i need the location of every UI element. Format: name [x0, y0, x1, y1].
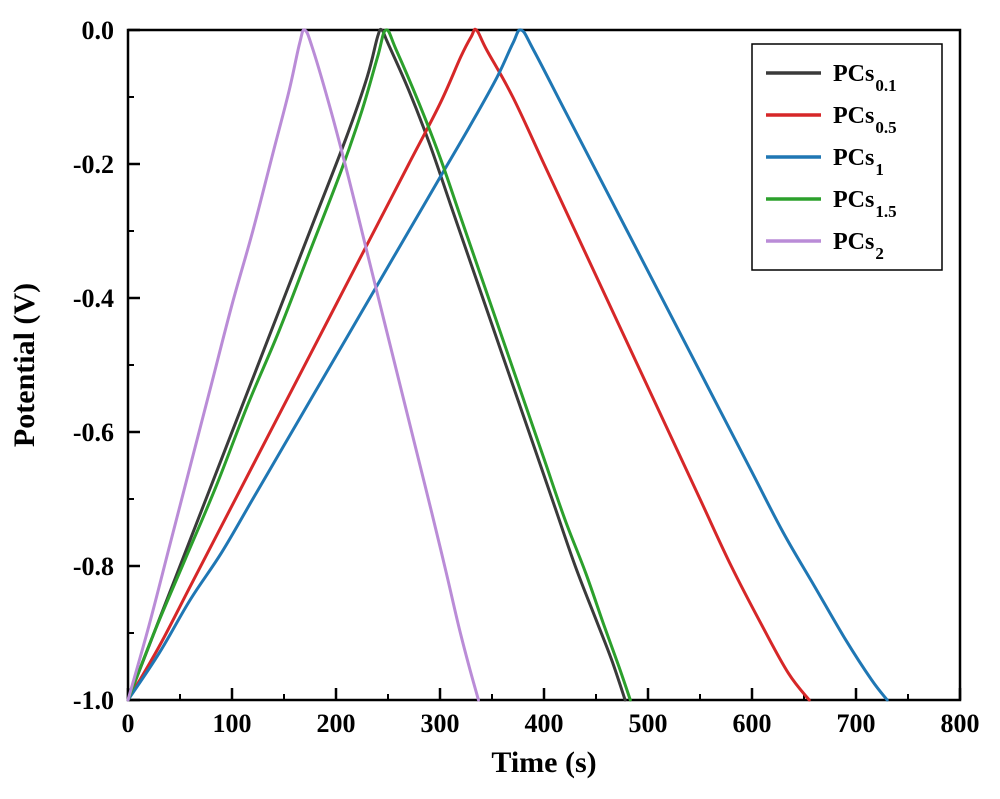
x-tick-label: 200 [317, 709, 356, 738]
x-axis-label: Time (s) [491, 746, 596, 779]
y-tick-label: -0.6 [73, 418, 114, 447]
x-tick-label: 800 [941, 709, 980, 738]
y-tick-label: 0.0 [82, 16, 115, 45]
x-tick-label: 100 [213, 709, 252, 738]
y-tick-label: -0.2 [73, 150, 114, 179]
x-tick-label: 300 [421, 709, 460, 738]
x-tick-label: 500 [629, 709, 668, 738]
x-tick-label: 0 [122, 709, 135, 738]
line-chart: 0 100 200 300 400 500 600 700 800 Time (s) 0.0 -0.2… [0, 0, 1000, 799]
x-tick-label: 600 [733, 709, 772, 738]
x-tick-label: 700 [837, 709, 876, 738]
x-tick-label: 400 [525, 709, 564, 738]
legend: PCs0.1PCs0.5PCs1PCs1.5PCs2 [752, 44, 942, 270]
y-axis-label: Potential (V) [8, 283, 41, 447]
y-tick-label: -0.8 [73, 552, 114, 581]
y-tick-label: -1.0 [73, 686, 114, 715]
y-tick-label: -0.4 [73, 284, 114, 313]
